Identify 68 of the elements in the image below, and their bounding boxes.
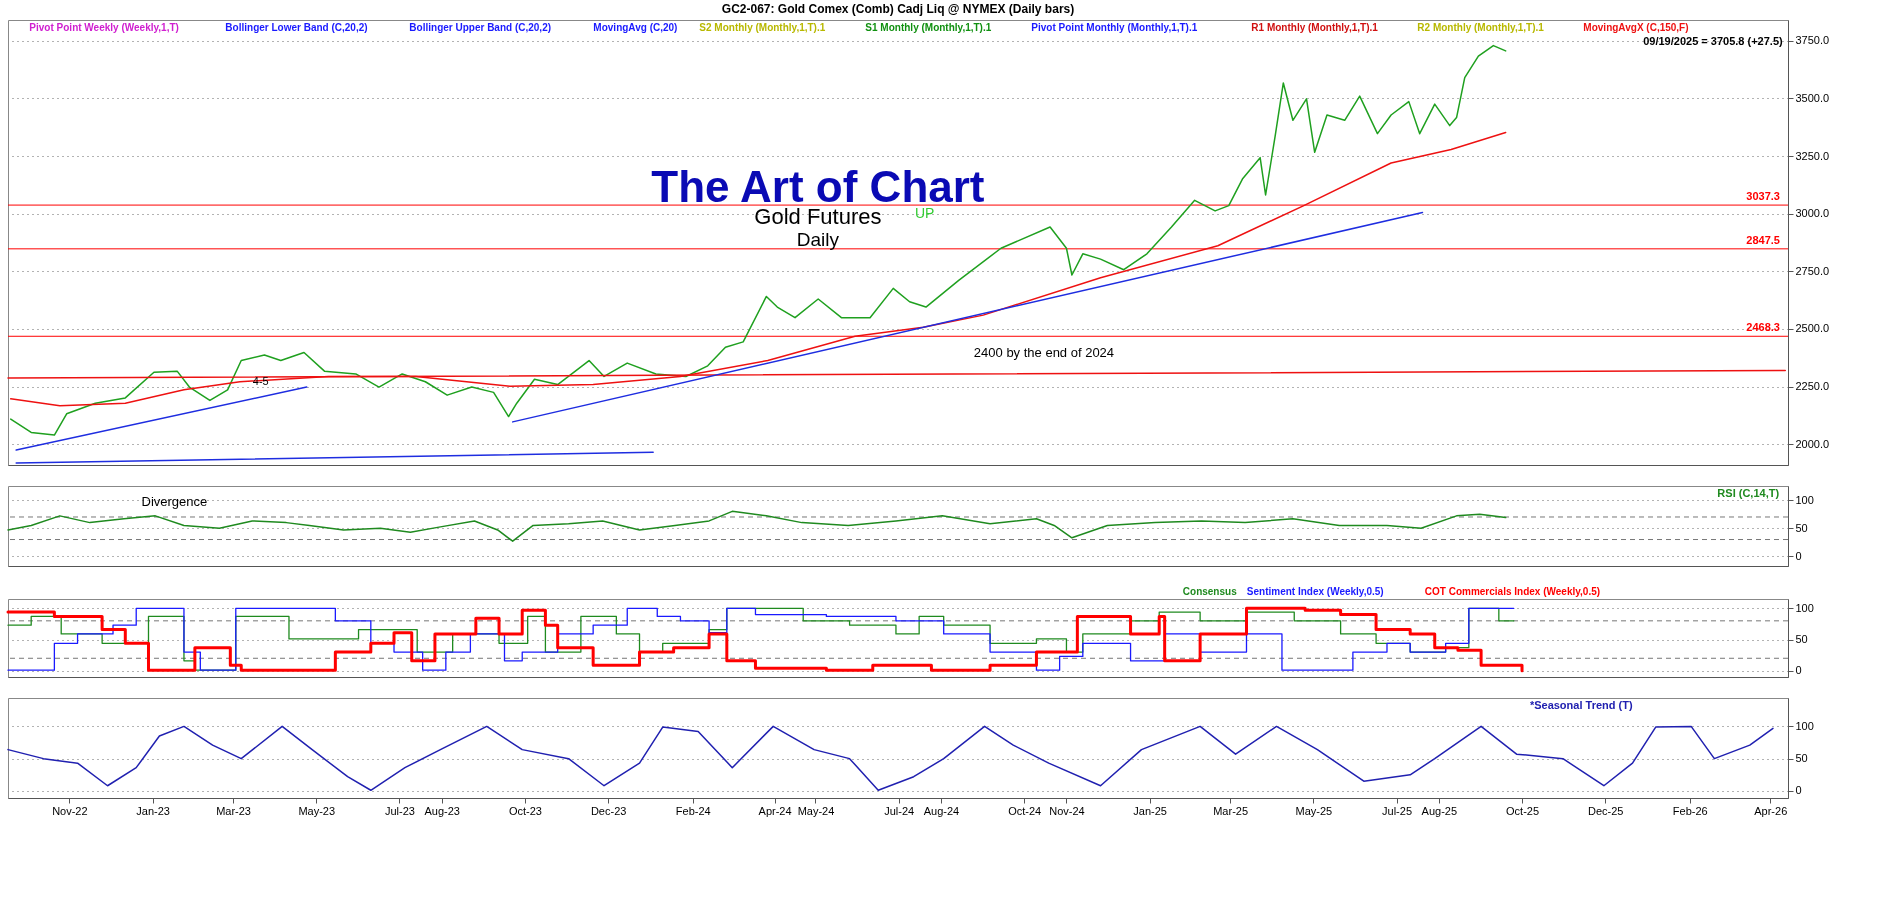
x-tick-label: Jul-24 xyxy=(884,804,915,817)
x-tick-label: Nov-22 xyxy=(52,804,88,817)
series-label: Consensus xyxy=(1182,585,1238,597)
y-tick-label: 2750.0 xyxy=(1795,264,1830,277)
annotation: 09/19/2025 = 3705.8 (+27.5) xyxy=(1643,34,1783,47)
x-tick-label: Feb-26 xyxy=(1672,804,1708,817)
x-tick-label: Apr-24 xyxy=(758,804,792,817)
ref-line-label: 2468.3 xyxy=(1746,321,1780,334)
annotation: Daily xyxy=(796,229,840,251)
text: *Seasonal Trend (T) xyxy=(1529,699,1633,711)
line-series xyxy=(7,725,1774,792)
annotation: UP xyxy=(914,204,935,221)
text: RSI (C,14,T) xyxy=(1717,487,1780,500)
y-tick-label: 100 xyxy=(1795,719,1814,732)
x-tick-label: May-24 xyxy=(797,804,835,817)
y-tick-label: 0 xyxy=(1795,784,1802,797)
x-tick-label: Feb-24 xyxy=(675,804,711,817)
x-tick-label: Aug-23 xyxy=(424,804,460,817)
ref-line-label: 2847.5 xyxy=(1746,233,1780,246)
x-tick-label: Mar-25 xyxy=(1213,804,1249,817)
annotation: R2 Monthly (Monthly,1,T).1 xyxy=(1417,21,1545,33)
y-tick-label: 3500.0 xyxy=(1795,91,1830,104)
chart-title: GC2-067: Gold Comex (Comb) Cadj Liq @ NYMEX (Daily bars) xyxy=(721,2,1075,16)
x-tick-label: Jul-23 xyxy=(384,804,415,817)
y-tick-label: 3250.0 xyxy=(1795,149,1830,162)
y-tick-label: 2250.0 xyxy=(1795,380,1830,393)
x-tick-label: Oct-25 xyxy=(1506,804,1540,817)
annotation: R1 Monthly (Monthly,1,T).1 xyxy=(1251,21,1379,33)
y-tick-label: 0 xyxy=(1795,664,1802,677)
x-tick-label: Dec-23 xyxy=(590,804,627,817)
annotation: Divergence xyxy=(141,493,208,509)
x-tick-label: Nov-24 xyxy=(1049,804,1085,817)
y-tick-label: 2000.0 xyxy=(1795,437,1830,450)
y-tick-label: 100 xyxy=(1795,601,1814,614)
text: MovingAvgX (C,150,F) xyxy=(1583,21,1689,33)
x-tick-label: Jan-23 xyxy=(136,804,170,817)
annotation: S2 Monthly (Monthly,1,T).1 xyxy=(699,21,826,33)
y-tick-label: 50 xyxy=(1795,752,1808,765)
line-series xyxy=(9,44,1507,436)
line-series xyxy=(7,510,1507,542)
y-tick-label: 2500.0 xyxy=(1795,322,1830,335)
annotation: Pivot Point Monthly (Monthly,1,T).1 xyxy=(1031,21,1198,33)
x-tick-label: Jul-25 xyxy=(1382,804,1413,817)
x-tick-label: Oct-23 xyxy=(508,804,542,817)
x-tick-label: Apr-26 xyxy=(1754,804,1788,817)
x-tick-label: Dec-25 xyxy=(1587,804,1624,817)
x-tick-label: May-23 xyxy=(298,804,336,817)
x-tick-label: Jan-25 xyxy=(1133,804,1167,817)
annotation: Bollinger Lower Band (C,20,2) xyxy=(225,21,368,33)
x-tick-label: Oct-24 xyxy=(1008,804,1042,817)
annotation: Pivot Point Weekly (Weekly,1,T) xyxy=(29,21,179,33)
x-tick-label: Aug-24 xyxy=(923,804,960,817)
text: COT Commercials Index (Weekly,0.5) xyxy=(1424,585,1601,597)
text: Sentiment Index (Weekly,0.5) xyxy=(1246,585,1384,597)
annotation: MovingAvg (C,20) xyxy=(593,21,678,33)
annotation: Bollinger Upper Band (C,20,2) xyxy=(409,21,552,33)
y-tick-label: 3750.0 xyxy=(1795,34,1830,47)
y-tick-label: 50 xyxy=(1795,633,1808,646)
x-tick-label: May-25 xyxy=(1295,804,1333,817)
x-tick-label: Aug-25 xyxy=(1421,804,1458,817)
y-tick-label: 3000.0 xyxy=(1795,207,1830,220)
annotation: 2400 by the end of 2024 xyxy=(973,345,1115,361)
x-tick-label: Mar-23 xyxy=(216,804,251,817)
ref-line-label: 3037.3 xyxy=(1746,190,1780,203)
y-tick-label: 50 xyxy=(1795,521,1808,534)
y-tick-label: 100 xyxy=(1795,493,1814,506)
y-tick-label: 0 xyxy=(1795,549,1802,562)
annotation: S1 Monthly (Monthly,1,T).1 xyxy=(865,21,992,33)
